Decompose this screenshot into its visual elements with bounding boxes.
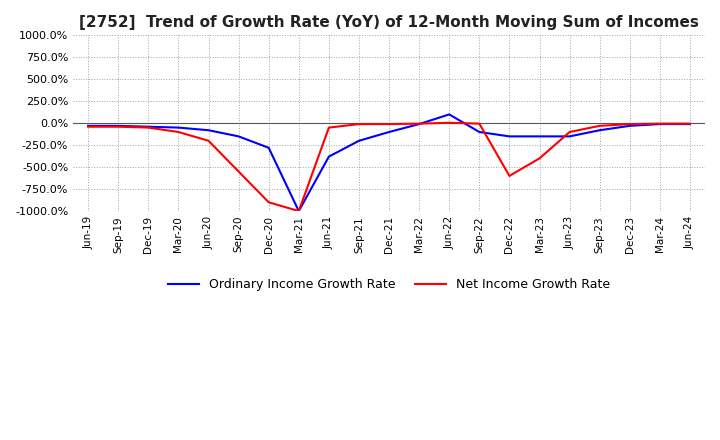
Net Income Growth Rate <box>204 138 213 143</box>
Net Income Growth Rate <box>685 121 694 126</box>
Legend: Ordinary Income Growth Rate, Net Income Growth Rate: Ordinary Income Growth Rate, Net Income … <box>163 273 615 296</box>
Ordinary Income Growth Rate <box>655 121 664 127</box>
Ordinary Income Growth Rate <box>565 134 574 139</box>
Net Income Growth Rate <box>384 121 393 127</box>
Net Income Growth Rate <box>325 125 333 130</box>
Net Income Growth Rate <box>355 121 364 127</box>
Net Income Growth Rate <box>445 120 454 125</box>
Ordinary Income Growth Rate <box>325 154 333 159</box>
Net Income Growth Rate <box>174 129 183 135</box>
Ordinary Income Growth Rate <box>264 145 273 150</box>
Net Income Growth Rate <box>84 124 92 129</box>
Ordinary Income Growth Rate <box>144 124 153 129</box>
Ordinary Income Growth Rate <box>204 128 213 133</box>
Ordinary Income Growth Rate <box>355 138 364 143</box>
Ordinary Income Growth Rate <box>84 123 92 128</box>
Ordinary Income Growth Rate <box>475 129 484 135</box>
Net Income Growth Rate <box>144 125 153 130</box>
Net Income Growth Rate <box>655 121 664 126</box>
Net Income Growth Rate <box>565 129 574 135</box>
Net Income Growth Rate <box>535 156 544 161</box>
Ordinary Income Growth Rate <box>595 128 604 133</box>
Ordinary Income Growth Rate <box>415 121 423 127</box>
Ordinary Income Growth Rate <box>505 134 514 139</box>
Ordinary Income Growth Rate <box>384 129 393 135</box>
Ordinary Income Growth Rate <box>626 123 634 128</box>
Net Income Growth Rate <box>626 121 634 127</box>
Net Income Growth Rate <box>264 200 273 205</box>
Net Income Growth Rate <box>475 121 484 126</box>
Net Income Growth Rate <box>415 121 423 126</box>
Ordinary Income Growth Rate <box>234 134 243 139</box>
Ordinary Income Growth Rate <box>535 134 544 139</box>
Ordinary Income Growth Rate <box>294 209 303 214</box>
Ordinary Income Growth Rate <box>685 121 694 127</box>
Ordinary Income Growth Rate <box>174 125 183 130</box>
Net Income Growth Rate <box>505 173 514 179</box>
Net Income Growth Rate <box>114 124 122 129</box>
Title: [2752]  Trend of Growth Rate (YoY) of 12-Month Moving Sum of Incomes: [2752] Trend of Growth Rate (YoY) of 12-… <box>79 15 699 30</box>
Line: Net Income Growth Rate: Net Income Growth Rate <box>88 123 690 211</box>
Line: Ordinary Income Growth Rate: Ordinary Income Growth Rate <box>88 114 690 211</box>
Net Income Growth Rate <box>234 169 243 174</box>
Ordinary Income Growth Rate <box>114 123 122 128</box>
Net Income Growth Rate <box>294 209 303 214</box>
Net Income Growth Rate <box>595 123 604 128</box>
Ordinary Income Growth Rate <box>445 112 454 117</box>
